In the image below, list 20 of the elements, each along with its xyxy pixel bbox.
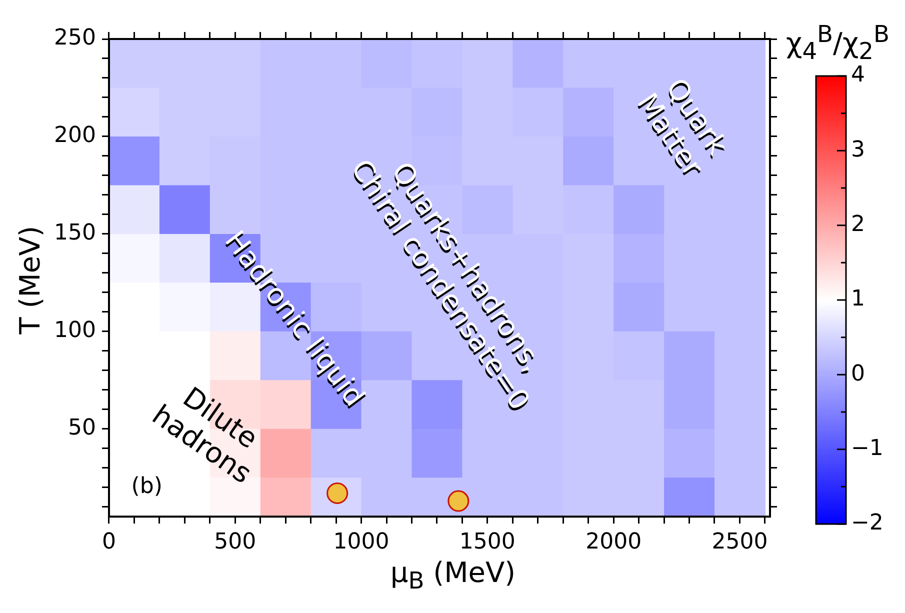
x-tick-label: 2000	[586, 530, 642, 555]
x-tick-label: 500	[214, 530, 256, 555]
color-bar-label: −1	[851, 436, 884, 462]
color-bar-label: −2	[851, 510, 884, 536]
color-bar-label: 1	[851, 286, 865, 312]
x-axis-title: μ$_{B}$ (MeV)	[390, 556, 516, 595]
color-bar-label: 0	[851, 361, 865, 386]
x-tick-label: 0	[102, 530, 116, 555]
y-tick-label: 250	[54, 26, 96, 51]
y-tick-label: 100	[54, 318, 96, 344]
x-tick-label: 1500	[459, 530, 516, 555]
x-tick-label: 2500	[712, 530, 768, 555]
y-tick-label: 200	[54, 123, 96, 148]
y-tick-label: 150	[54, 220, 96, 246]
y-axis-title: T (MeV)	[14, 226, 46, 334]
x-tick-label: 1000	[333, 530, 390, 555]
y-tick-label: 50	[68, 416, 96, 441]
color-bar-label: 3	[851, 137, 865, 162]
color-bar-label: 2	[851, 212, 865, 238]
color-bar-label: 4	[851, 62, 865, 88]
